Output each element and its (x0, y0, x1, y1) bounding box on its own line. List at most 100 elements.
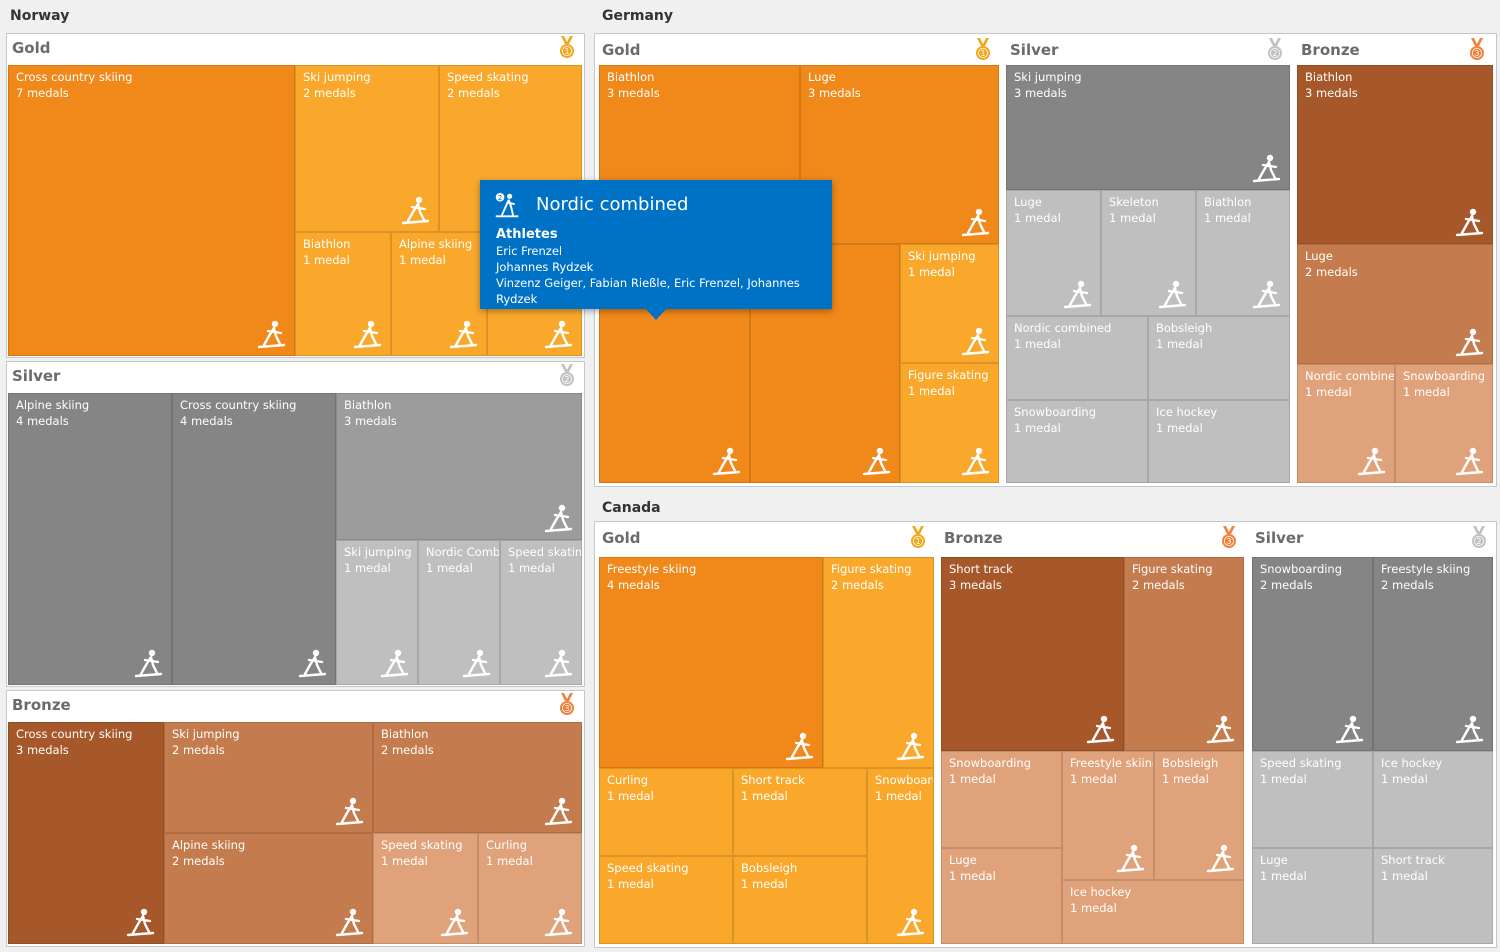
treemap-cell[interactable]: Alpine skiing 4 medals (8, 393, 172, 685)
nordic-combined-icon (711, 446, 741, 476)
medal-panel-title: Bronze (1301, 41, 1360, 59)
treemap-cell[interactable]: Figure skating 2 medals (823, 557, 934, 768)
nordic-combined-icon (461, 648, 491, 678)
treemap-cell[interactable]: Ski jumping 1 medal (336, 540, 418, 685)
treemap-cell[interactable]: Ice hockey 1 medal (1373, 751, 1493, 848)
snowboarding-icon (895, 907, 925, 937)
treemap-cell[interactable]: Biathlon 1 medal (295, 232, 391, 356)
svg-text:1: 1 (565, 47, 570, 56)
treemap-cell[interactable]: Nordic Combined 1 medal (418, 540, 500, 685)
treemap-cell[interactable]: Ski jumping 1 medal (900, 244, 999, 363)
cell-sport: Figure skating (908, 368, 989, 382)
treemap-cell[interactable]: Alpine skiing 1 medal (391, 232, 487, 356)
treemap-cell[interactable]: Luge 1 medal (941, 848, 1062, 944)
treemap-cell[interactable]: Luge 3 medals (800, 65, 999, 244)
cell-medal-count: 1 medal (1260, 772, 1307, 786)
treemap-cell[interactable]: Curling 1 medal (599, 768, 733, 856)
treemap-cell[interactable]: Biathlon 2 medals (373, 722, 582, 833)
medal-panel-title: Silver (1255, 529, 1304, 547)
curling-icon (543, 907, 573, 937)
cell-sport: Ski jumping (344, 545, 412, 559)
cell-medal-count: 1 medal (1156, 337, 1203, 351)
treemap-cell[interactable]: Biathlon 3 medals (336, 393, 582, 540)
athlete-line: Vinzenz Geiger, Fabian Rießle, Eric Fren… (496, 276, 800, 306)
cell-sport: Alpine skiing (172, 838, 246, 852)
treemap-cell[interactable]: Short track 3 medals (941, 557, 1124, 751)
treemap-cell[interactable]: Snowboarding 1 medal (1006, 400, 1148, 483)
bobsleigh-icon (1205, 843, 1235, 873)
cell-medal-count: 3 medals (607, 86, 660, 100)
biathlon-icon (352, 319, 382, 349)
treemap-cell[interactable]: Ski jumping 3 medals (1006, 65, 1290, 190)
cell-medal-count: 2 medals (172, 854, 225, 868)
cell-sport: Short track (949, 562, 1013, 576)
treemap-cell[interactable]: Snowboarding 1 medal (867, 768, 934, 944)
alpine-skiing-icon (448, 319, 478, 349)
treemap-cell[interactable]: Bobsleigh 1 medal (733, 856, 867, 944)
freestyle-skiing-icon (784, 731, 814, 761)
treemap-cell[interactable]: Snowboarding 1 medal (1395, 364, 1493, 483)
cell-sport: Ski jumping (172, 727, 240, 741)
cell-sport: Luge (1014, 195, 1042, 209)
treemap-cell[interactable]: Freestyle skiing 4 medals (599, 557, 823, 768)
cell-sport: Ski jumping (303, 70, 371, 84)
treemap-cell[interactable]: Figure skating 1 medal (900, 363, 999, 483)
cell-sport: Luge (949, 853, 977, 867)
treemap-cell[interactable]: Luge 2 medals (1297, 244, 1493, 364)
treemap-cell[interactable]: Cross country skiing 3 medals (8, 722, 164, 944)
treemap-cell[interactable]: Speed skating 1 medal (500, 540, 582, 685)
cell-sport: Figure skating (831, 562, 912, 576)
treemap-cell[interactable]: Ice hockey 1 medal (1062, 880, 1244, 944)
treemap-cell[interactable]: Short track 1 medal (733, 768, 867, 856)
cell-sport: Snowboarding (949, 756, 1032, 770)
treemap-cell[interactable]: Luge 1 medal (1006, 190, 1101, 316)
treemap-cell[interactable]: Snowboarding 1 medal (941, 751, 1062, 848)
svg-text:2: 2 (1477, 537, 1482, 546)
treemap-cell[interactable]: Bobsleigh 1 medal (1148, 316, 1290, 400)
treemap-cell[interactable]: Ski jumping 2 medals (295, 65, 439, 232)
figure-skating-icon (895, 731, 925, 761)
treemap-cell[interactable]: Skeleton 1 medal (1101, 190, 1196, 316)
tooltip-arrow (646, 309, 666, 320)
treemap-cell[interactable]: Luge 1 medal (1252, 848, 1373, 944)
treemap-cell[interactable]: Speed skating 1 medal (599, 856, 733, 944)
treemap-cell[interactable]: Freestyle skiing 2 medals (1373, 557, 1493, 751)
treemap-cell[interactable]: Speed skating 1 medal (1252, 751, 1373, 848)
cell-medal-count: 3 medals (1014, 86, 1067, 100)
treemap-cell[interactable]: Alpine skiing 2 medals (164, 833, 373, 944)
freestyle-skiing-icon (1454, 714, 1484, 744)
cell-medal-count: 3 medals (949, 578, 1002, 592)
country-title: Norway (10, 8, 70, 24)
figure-skating-icon (960, 446, 990, 476)
cell-sport: Cross country skiing (16, 727, 133, 741)
treemap-cell[interactable]: Cross country skiing 7 medals (8, 65, 295, 356)
cell-sport: Speed skating (607, 861, 689, 875)
treemap-cell[interactable]: Cross country skiing 4 medals (172, 393, 336, 685)
cell-sport: Speed skating (381, 838, 463, 852)
cell-sport: Ski jumping (1014, 70, 1082, 84)
treemap-cell[interactable]: Ski jumping 2 medals (164, 722, 373, 833)
cell-medal-count: 2 medals (447, 86, 500, 100)
ski-jumping-icon (400, 195, 430, 225)
treemap-cell[interactable]: Biathlon 1 medal (1196, 190, 1290, 316)
cell-sport: Luge (808, 70, 836, 84)
svg-text:1: 1 (916, 537, 921, 546)
medal-panel-title: Gold (602, 529, 641, 547)
treemap-cell[interactable]: Nordic combined 1 medal (1006, 316, 1148, 400)
treemap-cell[interactable]: Curling 1 medal (478, 833, 582, 944)
treemap-cell[interactable]: Short track 1 medal (1373, 848, 1493, 944)
treemap-cell[interactable]: Nordic combined 1 medal (1297, 364, 1395, 483)
treemap-cell[interactable]: Snowboarding 2 medals (1252, 557, 1373, 751)
treemap-cell[interactable]: Bobsleigh 1 medal (1154, 751, 1244, 880)
figure-skating-icon (1205, 714, 1235, 744)
treemap-cell[interactable]: Biathlon 3 medals (1297, 65, 1493, 244)
biathlon-icon (543, 796, 573, 826)
treemap-cell[interactable]: Speed skating 1 medal (373, 833, 478, 944)
cell-medal-count: 1 medal (949, 772, 996, 786)
svg-text:1: 1 (981, 49, 986, 58)
treemap-cell[interactable]: Figure skating 2 medals (1124, 557, 1244, 751)
treemap-cell[interactable]: Freestyle skiing 1 medal (1062, 751, 1154, 880)
svg-text:3: 3 (1227, 537, 1232, 546)
treemap-cell[interactable]: Ice hockey 1 medal (1148, 400, 1290, 483)
cell-medal-count: 1 medal (1162, 772, 1209, 786)
